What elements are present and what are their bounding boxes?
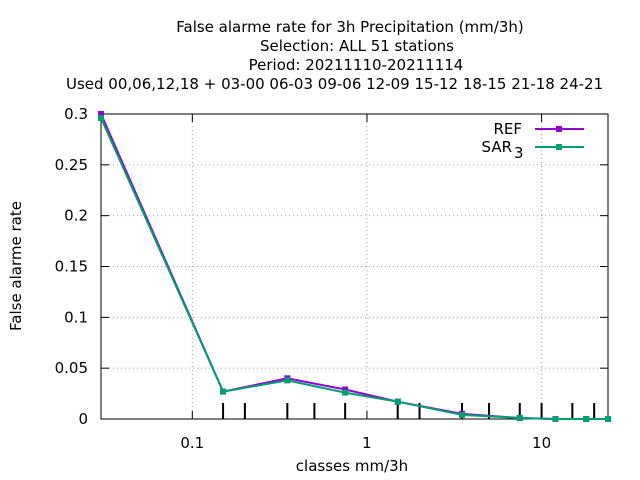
legend-label-sar: SAR [482,138,512,156]
y-axis-label: False alarme rate [7,201,25,331]
x-axis-label: classes mm/3h [296,457,408,475]
series-ref [98,111,611,422]
data-point [220,388,227,395]
y-tick-label: 0.1 [64,308,88,326]
data-point [342,386,349,393]
x-axis: 0.1 1 10 [180,114,551,452]
grid [101,114,608,419]
chart-title: False alarme rate for 3h Precipitation (… [66,18,603,93]
y-tick-label: 0.05 [55,359,88,377]
y-tick-label: 0.25 [55,156,88,174]
title-line-4: Used 00,06,12,18 + 03-00 06-03 09-06 12-… [66,75,603,93]
y-tick-label: 0.2 [64,207,88,225]
x-tick-label: 1 [362,434,372,452]
data-point [605,416,611,422]
class-markers [222,403,596,419]
data-point [394,398,401,405]
title-line-3: Period: 20211110-20211114 [249,56,464,74]
legend-swatch-marker [556,144,562,150]
legend-label-ref: REF [493,120,522,138]
y-tick-label: 0.15 [55,258,88,276]
legend-label-sar-main: SAR [482,138,512,156]
series-sar [98,115,611,422]
data-point [342,389,349,396]
legend-swatches [535,126,584,150]
data-point [98,111,104,117]
data-point [98,115,104,122]
y-tick-label: 0.3 [64,105,88,123]
title-line-1: False alarme rate for 3h Precipitation (… [176,18,524,36]
y-axis: 0 0.05 0.1 0.15 0.2 0.25 0.3 [55,105,608,428]
data-point [284,377,291,384]
series-line [100,117,608,420]
series-layer [98,111,611,422]
data-point [516,414,523,421]
y-tick-label: 0 [78,410,88,428]
x-tick-label: 10 [532,434,551,452]
data-point [552,416,559,422]
data-point [583,416,590,422]
legend-label-sar-sub: 3 [514,144,524,162]
legend: REF SAR 3 [482,120,584,162]
data-point [458,411,465,418]
title-line-2: Selection: ALL 51 stations [260,37,454,55]
legend-swatch-marker [556,126,562,132]
x-tick-label: 0.1 [180,434,204,452]
